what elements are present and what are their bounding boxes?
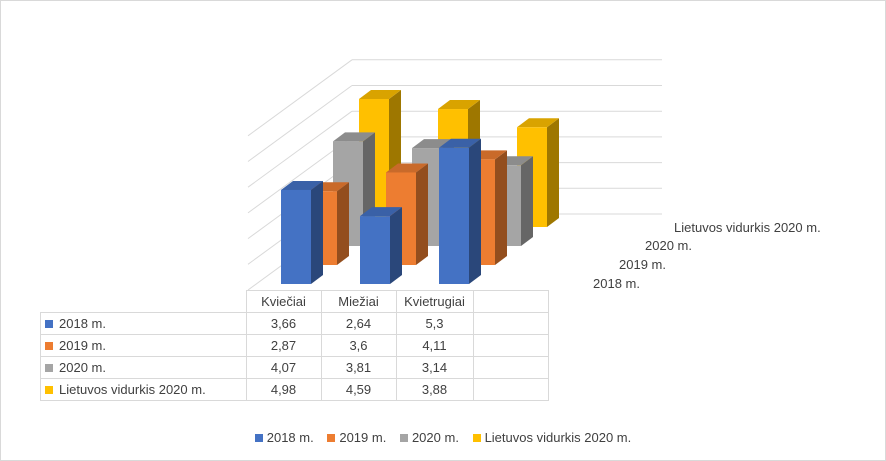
- gridline: [247, 110, 353, 188]
- empty-cell: [472, 334, 549, 357]
- depth-label-1: 2019 m.: [619, 257, 666, 272]
- bar-side: [547, 118, 559, 227]
- legend-swatch: [327, 434, 336, 442]
- table-corner: [40, 290, 247, 313]
- data-label: 2,64: [320, 312, 397, 335]
- bar-side: [416, 163, 428, 265]
- bar-top: [517, 118, 559, 128]
- bar-top: [439, 138, 481, 148]
- legend: 2018 m. 2019 m. 2020 m. Lietuvos vidurki…: [0, 430, 886, 445]
- bars: [281, 90, 559, 284]
- bar-side: [390, 207, 402, 284]
- data-label: 3,88: [395, 378, 474, 401]
- data-label: 4,59: [320, 378, 397, 401]
- gridline: [247, 85, 353, 162]
- legend-label: 2020 m.: [411, 430, 459, 445]
- data-label: 3,81: [320, 356, 397, 379]
- category-label: Kviečiai: [245, 290, 322, 313]
- depth-label-3: Lietuvos vidurkis 2020 m.: [674, 220, 821, 235]
- bar-top: [360, 207, 402, 217]
- series-label: 2020 m.: [40, 356, 247, 379]
- series-swatch: [45, 386, 53, 394]
- legend-label: Lietuvos vidurkis 2020 m.: [484, 430, 632, 445]
- series-name: Lietuvos vidurkis 2020 m.: [59, 382, 206, 397]
- series-swatch: [45, 342, 53, 350]
- bar-top: [281, 180, 323, 190]
- legend-label: 2018 m.: [266, 430, 314, 445]
- data-label: 3,66: [245, 312, 322, 335]
- bar-side: [469, 138, 481, 284]
- bar-front: [360, 216, 390, 284]
- bar-front: [281, 189, 311, 284]
- data-label: 2,87: [245, 334, 322, 357]
- table-row: Lietuvos vidurkis 2020 m. 4,98 4,59 3,88: [40, 378, 549, 401]
- series-swatch: [45, 364, 53, 372]
- series-name: 2019 m.: [59, 338, 106, 353]
- bar: [439, 138, 481, 284]
- data-table: Kviečiai Miežiai Kvietrugiai 2018 m. 3,6…: [40, 290, 549, 401]
- series-swatch: [45, 320, 53, 328]
- bar-top: [359, 90, 401, 100]
- bar-top: [438, 100, 480, 110]
- data-label: 5,3: [395, 312, 474, 335]
- depth-axis-labels: Lietuvos vidurkis 2020 m. 2020 m. 2019 m…: [593, 220, 821, 290]
- category-label: Kvietrugiai: [395, 290, 474, 313]
- data-label: 3,14: [395, 356, 474, 379]
- table-row: 2018 m. 3,66 2,64 5,3: [40, 312, 549, 335]
- bar-front: [439, 147, 469, 284]
- chart-3d-bars: Lietuvos vidurkis 2020 m. 2020 m. 2019 m…: [247, 59, 821, 290]
- empty-cell: [472, 378, 549, 401]
- legend-swatch: [254, 434, 263, 442]
- bar: [281, 180, 323, 284]
- table-header-row: Kviečiai Miežiai Kvietrugiai: [40, 290, 549, 313]
- empty-cell: [472, 356, 549, 379]
- legend-swatch: [472, 434, 481, 442]
- legend-entry: 2020 m.: [399, 430, 459, 445]
- data-label: 4,98: [245, 378, 322, 401]
- empty-cell: [472, 312, 549, 335]
- series-label: 2018 m.: [40, 312, 247, 335]
- legend-entry: 2019 m.: [327, 430, 386, 445]
- depth-label-2: 2020 m.: [645, 238, 692, 253]
- bar-top: [386, 163, 428, 173]
- data-label: 4,11: [395, 334, 474, 357]
- legend-entry: 2018 m.: [254, 430, 314, 445]
- bar-side: [311, 180, 323, 284]
- bar-side: [521, 156, 533, 246]
- series-label: 2019 m.: [40, 334, 247, 357]
- gridline: [247, 59, 353, 137]
- series-name: 2018 m.: [59, 316, 106, 331]
- bar-side: [495, 150, 507, 265]
- legend-swatch: [399, 434, 408, 442]
- data-label: 4,07: [245, 356, 322, 379]
- bar: [360, 207, 402, 284]
- bar-top: [333, 132, 375, 142]
- bar-side: [337, 182, 349, 265]
- series-name: 2020 m.: [59, 360, 106, 375]
- data-label: 3,6: [320, 334, 397, 357]
- series-label: Lietuvos vidurkis 2020 m.: [40, 378, 247, 401]
- table-row: 2020 m. 4,07 3,81 3,14: [40, 356, 549, 379]
- table-row: 2019 m. 2,87 3,6 4,11: [40, 334, 549, 357]
- legend-entry: Lietuvos vidurkis 2020 m.: [472, 430, 632, 445]
- legend-label: 2019 m.: [339, 430, 387, 445]
- empty-cell: [472, 290, 549, 313]
- category-label: Miežiai: [320, 290, 397, 313]
- depth-label-0: 2018 m.: [593, 276, 640, 290]
